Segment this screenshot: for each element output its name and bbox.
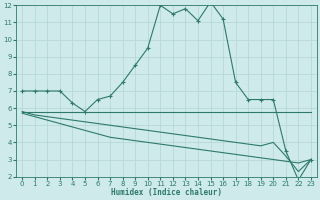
X-axis label: Humidex (Indice chaleur): Humidex (Indice chaleur)	[111, 188, 222, 197]
